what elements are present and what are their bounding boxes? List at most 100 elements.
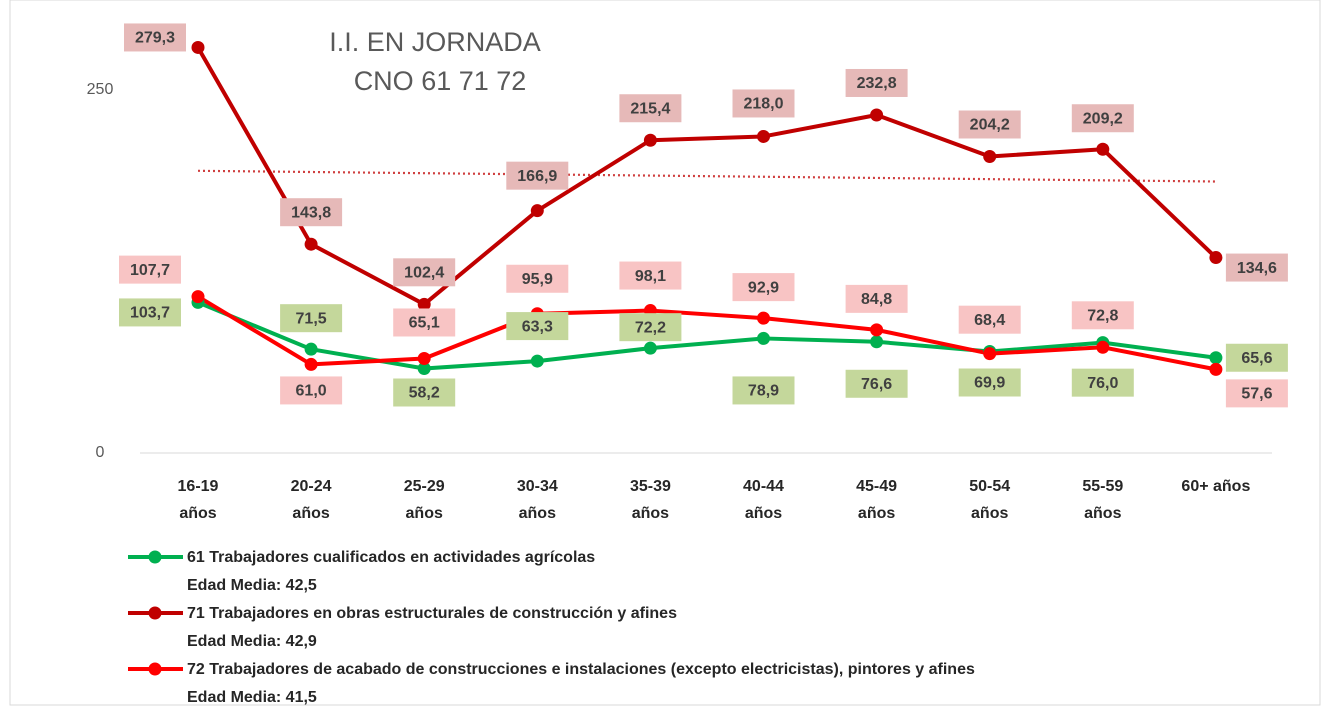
data-point	[1096, 142, 1110, 156]
data-label: 69,9	[974, 375, 1005, 392]
data-label-box	[1071, 104, 1134, 133]
data-label: 218,0	[743, 96, 783, 113]
data-label: 61,0	[296, 383, 327, 400]
data-label: 68,4	[974, 312, 1005, 329]
data-point	[643, 341, 657, 355]
data-label: 102,4	[404, 265, 444, 282]
legend-swatch-dot	[148, 606, 162, 620]
data-label-box	[506, 264, 569, 293]
legend-swatch-dot	[148, 662, 162, 676]
x-tick-label: 20-24 años	[291, 478, 332, 522]
data-point	[417, 361, 431, 375]
legend-note: Edad Media: 42,9	[187, 633, 317, 650]
y-tick-label: 250	[87, 81, 114, 98]
x-tick-label: 30-34 años	[517, 478, 558, 522]
data-point	[530, 204, 544, 218]
data-point	[983, 347, 997, 361]
data-point	[870, 108, 884, 122]
series-line	[196, 294, 1217, 372]
data-label-box	[1071, 301, 1134, 330]
x-tick-label: 40-44 años	[743, 478, 784, 522]
data-label-box	[619, 94, 682, 123]
data-point	[304, 357, 318, 371]
data-label-box	[732, 273, 795, 302]
data-point	[417, 351, 431, 365]
data-label-box	[732, 89, 795, 118]
data-label-box	[958, 368, 1021, 397]
legend-note: Edad Media: 41,5	[187, 689, 317, 706]
data-label-box	[845, 369, 908, 398]
data-label-box	[506, 312, 569, 341]
data-point	[870, 335, 884, 349]
data-point	[1209, 351, 1223, 365]
data-label: 72,2	[635, 319, 666, 336]
data-label: 98,1	[635, 268, 666, 285]
data-label-box	[958, 110, 1021, 139]
data-label-box	[280, 198, 343, 227]
data-label-box	[280, 376, 343, 405]
data-label: 103,7	[130, 305, 170, 322]
data-point	[643, 133, 657, 147]
x-tick-label: 60+ años	[1181, 478, 1250, 495]
data-label: 134,6	[1237, 260, 1277, 277]
data-label-box	[119, 298, 181, 327]
data-label-box	[280, 304, 343, 333]
data-point	[417, 297, 431, 311]
data-point	[530, 354, 544, 368]
data-label: 58,2	[409, 385, 440, 402]
data-point	[757, 129, 770, 143]
data-label-box	[393, 258, 456, 287]
data-label: 65,6	[1241, 350, 1272, 367]
data-label: 71,5	[296, 310, 327, 327]
data-label: 107,7	[130, 262, 170, 279]
legend-note: Edad Media: 42,5	[187, 577, 317, 594]
data-point	[1209, 251, 1223, 265]
data-point	[1096, 340, 1110, 354]
x-tick-label: 35-39 años	[630, 478, 671, 522]
legend-swatch-dot	[148, 550, 162, 564]
chart-title: I.I. EN JORNADA	[329, 27, 541, 57]
x-tick-label: 55-59 años	[1082, 478, 1123, 522]
data-point	[191, 290, 205, 304]
data-label: 72,8	[1087, 308, 1118, 325]
data-label: 78,9	[748, 383, 779, 400]
data-label-box	[1071, 368, 1134, 397]
data-label-box	[958, 305, 1021, 334]
chart-subtitle: CNO 61 71 72	[354, 66, 527, 96]
data-label: 76,6	[861, 376, 892, 393]
data-label-box	[845, 68, 908, 97]
legend-label: 71 Trabajadores en obras estructurales d…	[187, 605, 677, 622]
data-point	[757, 311, 770, 325]
data-label-box	[124, 23, 186, 52]
x-tick-label: 25-29 años	[404, 478, 445, 522]
data-point	[304, 342, 318, 356]
data-label: 166,9	[517, 168, 557, 185]
data-point	[1209, 362, 1223, 376]
series-line	[197, 300, 1217, 371]
y-tick-label: 0	[96, 444, 105, 461]
data-label: 204,2	[970, 117, 1010, 134]
data-label-box	[619, 313, 682, 342]
data-label-box	[1225, 343, 1288, 372]
data-label: 63,3	[522, 318, 553, 335]
x-tick-label: 50-54 años	[969, 478, 1010, 522]
data-label-box	[393, 308, 456, 337]
data-label-box	[393, 378, 456, 407]
data-label: 57,6	[1241, 386, 1272, 403]
data-label: 209,2	[1083, 110, 1123, 127]
data-label: 279,3	[135, 30, 175, 47]
data-label: 84,8	[861, 291, 892, 308]
legend-label: 61 Trabajadores cualificados en activida…	[187, 549, 595, 566]
data-label: 232,8	[857, 75, 897, 92]
data-point	[983, 150, 997, 164]
x-tick-label: 16-19 años	[178, 478, 219, 522]
data-point	[757, 331, 770, 345]
data-label: 143,8	[291, 204, 331, 221]
data-label-box	[1225, 379, 1288, 408]
data-point	[304, 237, 318, 251]
data-label: 76,0	[1087, 375, 1118, 392]
data-label-box	[732, 376, 795, 405]
data-label-box	[845, 284, 908, 313]
